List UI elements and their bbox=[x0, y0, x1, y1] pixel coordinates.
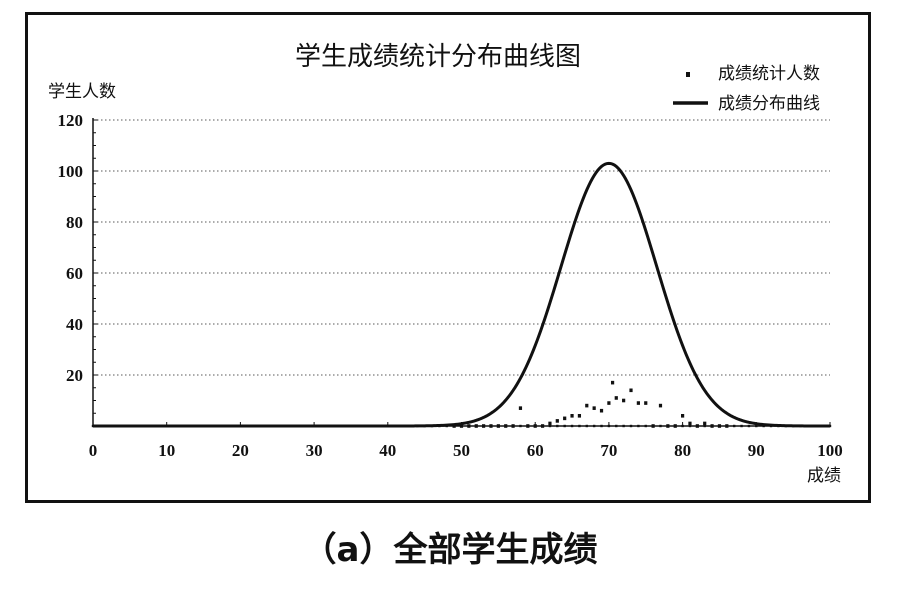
scatter-point bbox=[651, 424, 655, 428]
scatter-point bbox=[717, 424, 722, 428]
baseline-dot bbox=[747, 424, 751, 428]
y-tick-label: 80 bbox=[66, 213, 83, 232]
y-tick-label: 60 bbox=[66, 264, 83, 283]
legend: 成绩统计人数 成绩分布曲线 bbox=[673, 64, 820, 114]
scatter-point bbox=[658, 403, 663, 408]
scatter-point bbox=[610, 380, 615, 385]
baseline-dot bbox=[607, 424, 611, 428]
scatter-point bbox=[666, 424, 670, 428]
scatter-point bbox=[459, 424, 464, 428]
scatter-point bbox=[614, 396, 618, 400]
x-tick-label: 90 bbox=[748, 441, 765, 460]
grid-lines bbox=[93, 119, 830, 376]
x-tick-label: 0 bbox=[89, 441, 98, 460]
scatter-point bbox=[526, 424, 530, 428]
baseline-dot bbox=[629, 424, 633, 428]
legend-line-label: 成绩分布曲线 bbox=[718, 94, 820, 114]
x-tick-label: 40 bbox=[379, 441, 396, 460]
y-axis-label: 学生人数 bbox=[48, 82, 116, 102]
baseline-dot bbox=[556, 424, 559, 428]
baseline-dot bbox=[622, 424, 625, 428]
axes bbox=[92, 118, 831, 427]
scatter-point bbox=[644, 401, 648, 405]
scatter-point bbox=[540, 424, 545, 428]
baseline-dot bbox=[755, 424, 758, 428]
baseline-dot bbox=[681, 424, 684, 428]
baseline-dot bbox=[519, 424, 522, 428]
baseline-dot bbox=[644, 424, 647, 428]
chart-title: 学生成绩统计分布曲线图 bbox=[295, 42, 581, 72]
scatter-point bbox=[518, 406, 523, 410]
scatter-point bbox=[570, 414, 574, 418]
scatter-point bbox=[585, 403, 589, 408]
scatter-point bbox=[673, 424, 677, 428]
scatter-point bbox=[695, 424, 699, 428]
scatter-point bbox=[688, 421, 692, 426]
scatter-point bbox=[710, 424, 714, 428]
scatter-point bbox=[599, 408, 604, 413]
scatter-point bbox=[592, 406, 596, 410]
baseline-dot bbox=[548, 424, 552, 428]
baseline-dot bbox=[615, 424, 618, 428]
scatter-point bbox=[504, 424, 508, 428]
baseline-dot bbox=[585, 424, 588, 428]
x-tick-label: 20 bbox=[232, 441, 249, 460]
baseline-dot bbox=[578, 424, 581, 428]
scatter-point bbox=[474, 424, 478, 428]
y-tick-label: 40 bbox=[66, 315, 83, 334]
x-axis-label: 成绩 bbox=[807, 466, 841, 486]
chart-svg: 学生成绩统计分布曲线图 学生人数 成绩 20 40 60 80 100 120 0 10 20 3… bbox=[48, 42, 843, 486]
scatter-point bbox=[607, 401, 611, 405]
baseline-dot bbox=[570, 424, 574, 428]
y-tick-label: 100 bbox=[58, 162, 84, 181]
scatter-point bbox=[489, 424, 493, 428]
scatter-points bbox=[452, 380, 729, 428]
scatter-point bbox=[533, 424, 537, 428]
baseline-dot bbox=[600, 424, 603, 428]
legend-scatter-label: 成绩统计人数 bbox=[718, 64, 820, 84]
scatter-point bbox=[703, 421, 707, 426]
scatter-point bbox=[681, 414, 685, 418]
x-tick-label: 80 bbox=[674, 441, 691, 460]
scatter-point bbox=[629, 388, 633, 393]
x-tick-label: 100 bbox=[817, 441, 843, 460]
scatter-point bbox=[496, 424, 500, 428]
baseline-dot bbox=[659, 424, 662, 428]
figure-caption: （a）全部学生成绩 bbox=[302, 530, 598, 570]
scatter-point bbox=[548, 421, 552, 426]
x-tick-label: 60 bbox=[527, 441, 544, 460]
scatter-point bbox=[482, 424, 486, 428]
legend-scatter-marker bbox=[686, 72, 690, 77]
tick-labels: 20 40 60 80 100 120 0 10 20 30 40 50 60 70 80 90 100 bbox=[58, 111, 843, 460]
scatter-point bbox=[563, 416, 567, 421]
chart-frame: 学生成绩统计分布曲线图 学生人数 成绩 20 40 60 80 100 120 0 10 20 3… bbox=[25, 12, 871, 503]
curve-layer bbox=[93, 161, 830, 428]
x-tick-label: 10 bbox=[158, 441, 175, 460]
baseline-dot bbox=[563, 424, 566, 428]
scatter-point bbox=[725, 424, 729, 428]
x-tick-label: 30 bbox=[306, 441, 323, 460]
baseline-dot bbox=[740, 424, 743, 428]
scatter-point bbox=[467, 424, 471, 428]
baseline-dot bbox=[732, 424, 736, 428]
x-tick-label: 50 bbox=[453, 441, 470, 460]
scatter-point bbox=[577, 414, 582, 418]
baseline-dot bbox=[703, 424, 706, 428]
scatter-point bbox=[555, 419, 559, 423]
y-tick-label: 120 bbox=[58, 111, 84, 130]
baseline-dot bbox=[688, 424, 692, 428]
scatter-point bbox=[511, 424, 515, 428]
baseline-dot bbox=[592, 424, 596, 428]
baseline-dot bbox=[637, 424, 640, 428]
scatter-point bbox=[622, 398, 626, 403]
y-tick-label: 20 bbox=[66, 366, 83, 385]
x-tick-label: 70 bbox=[600, 441, 617, 460]
scatter-point bbox=[452, 424, 456, 428]
scatter-point bbox=[636, 401, 640, 405]
distribution-curve bbox=[93, 161, 830, 428]
